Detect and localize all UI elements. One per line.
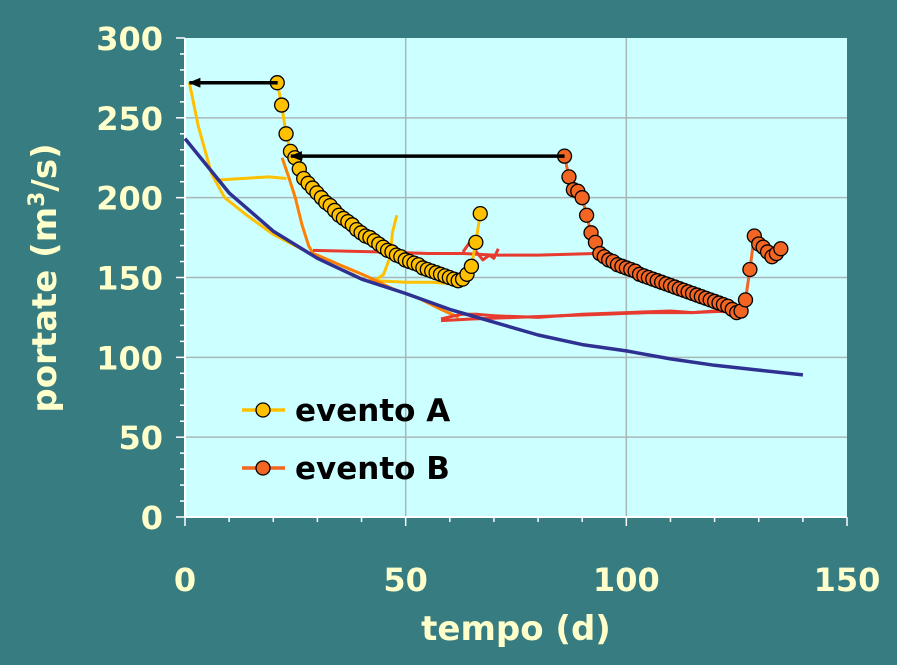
y-tick-label: 300 bbox=[96, 20, 163, 58]
data-point-evento-b bbox=[578, 207, 595, 223]
x-axis-title: tempo (d) bbox=[421, 609, 611, 649]
data-point-evento-b bbox=[737, 292, 754, 308]
y-axis-title: portate (m3/s) bbox=[25, 143, 66, 412]
legend-label-evento-b: evento B bbox=[295, 451, 450, 487]
y-tick-label: 50 bbox=[118, 419, 163, 457]
data-point-evento-b bbox=[561, 169, 577, 185]
recession-line bbox=[280, 157, 367, 278]
x-tick-label: 100 bbox=[593, 561, 660, 599]
x-tick-label: 150 bbox=[814, 561, 881, 599]
y-tick-label: 200 bbox=[96, 180, 163, 218]
data-point-evento-b bbox=[742, 261, 758, 278]
legend-marker-evento-a bbox=[255, 402, 271, 418]
data-point-evento-a bbox=[472, 205, 488, 222]
legend: evento A evento B bbox=[242, 393, 450, 487]
data-point-evento-b bbox=[574, 190, 590, 206]
series-line-master-recession bbox=[183, 137, 804, 377]
data-point-evento-b bbox=[773, 241, 789, 257]
x-tick-label: 0 bbox=[174, 561, 196, 599]
recession-line bbox=[215, 175, 287, 182]
y-tick-label: 150 bbox=[96, 260, 163, 298]
x-tick-label: 50 bbox=[383, 561, 428, 599]
data-point-evento-a bbox=[468, 234, 484, 251]
legend-label-evento-a: evento A bbox=[295, 393, 450, 429]
data-point-evento-a bbox=[463, 258, 480, 274]
y-tick-label: 100 bbox=[96, 339, 163, 377]
y-tick-label: 250 bbox=[96, 100, 163, 138]
y-tick-label: 0 bbox=[141, 499, 163, 537]
data-point-evento-a bbox=[274, 97, 290, 113]
legend-marker-evento-b bbox=[255, 460, 271, 476]
data-point-evento-a bbox=[278, 126, 294, 142]
